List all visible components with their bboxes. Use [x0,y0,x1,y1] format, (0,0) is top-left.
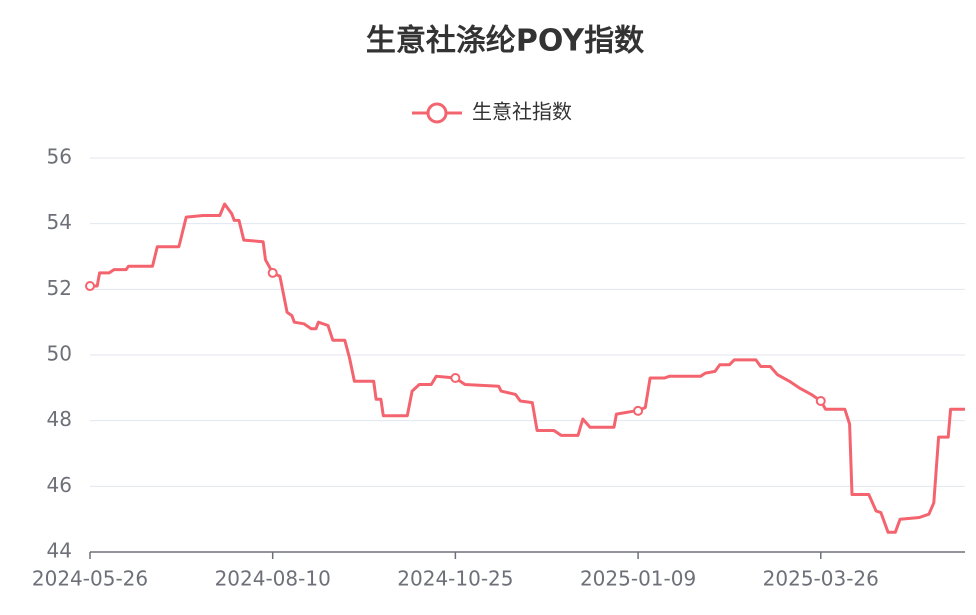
y-tick-label: 48 [47,407,72,431]
legend-marker [426,102,448,124]
x-tick-label: 2024-10-25 [397,567,513,591]
point-marker [815,395,826,406]
point-marker [450,372,461,383]
y-tick-label: 44 [47,539,72,563]
y-tick-label: 56 [47,145,72,169]
y-tick-label: 50 [47,342,72,366]
y-tick-label: 46 [47,473,72,497]
y-tick-label: 52 [47,276,72,300]
x-tick-label: 2025-01-09 [580,567,696,591]
x-tick-label: 2025-03-26 [763,567,879,591]
point-marker [267,267,278,278]
x-tick-label: 2024-08-10 [215,567,331,591]
series-line [90,202,965,534]
x-tick-label: 2024-05-26 [32,567,148,591]
point-marker [85,281,95,292]
legend-label: 生意社指数 [472,100,572,124]
y-tick-label: 54 [47,210,72,234]
point-marker [633,405,644,416]
chart-title: 生意社涤纶POY指数 [366,24,645,59]
